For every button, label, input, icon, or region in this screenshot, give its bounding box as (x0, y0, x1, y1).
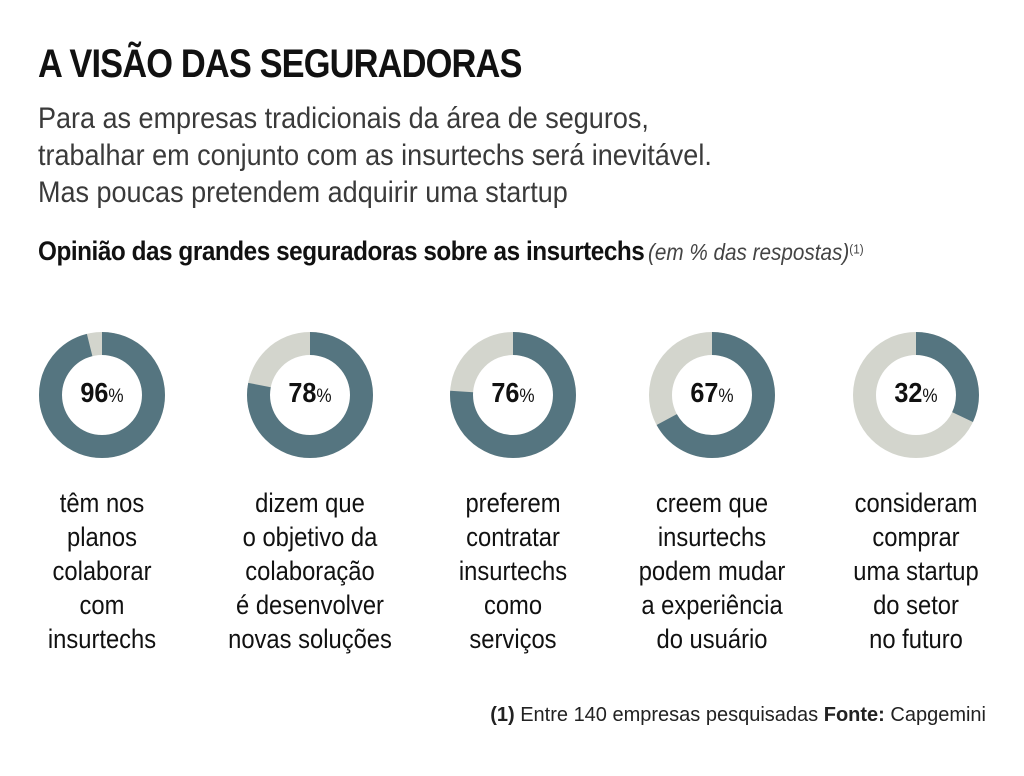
donut-caption-line: é desenvolver (236, 590, 384, 620)
chart-heading: Opinião das grandes seguradoras sobre as… (38, 236, 864, 267)
donut-caption-line: insurtechs (458, 556, 568, 586)
footnote: (1) Entre 140 empresas pesquisadas Fonte… (490, 704, 986, 727)
subtitle-line: Mas poucas pretendem adquirir uma startu… (38, 176, 568, 209)
donut-value-arc (39, 332, 165, 458)
page-title: A VISÃO DAS SEGURADORAS (38, 42, 522, 86)
subtitle-line: trabalhar em conjunto com as insurtechs … (38, 139, 712, 172)
source-name: Capgemini (890, 704, 986, 726)
percent-sign: % (718, 386, 734, 407)
donut-caption-line: colaboração (245, 556, 375, 586)
percent-sign: % (922, 386, 938, 407)
donut-caption-line: novas soluções (228, 624, 392, 654)
footnote-text: Entre 140 empresas pesquisadas (520, 704, 819, 726)
donut-value-label: 67% (649, 377, 775, 409)
donut-value-arc (853, 332, 979, 458)
donut-3 (649, 332, 775, 458)
chart-unit: (em % das respostas) (647, 239, 850, 265)
donut-caption: preferem contratar insurtechs como serviços (425, 486, 601, 656)
donut-value-number: 78 (288, 377, 317, 408)
donut-caption-line: insurtechs (47, 624, 157, 654)
donut-caption: consideram comprar uma startup do setor no f… (828, 486, 1004, 656)
donut-value-number: 96 (80, 377, 109, 408)
donut-caption: creem que insurtechs podem mudar a experiên… (624, 486, 800, 656)
donut-caption-line: do setor (873, 590, 959, 620)
subtitle-line: Para as empresas tradicionais da área de… (38, 102, 649, 135)
donut-caption: têm nos planos colaborar com insurtechs (14, 486, 190, 656)
donut-caption-line: insurtechs (657, 522, 767, 552)
donut-caption-line: comprar (872, 522, 960, 552)
donut-value-label: 32% (853, 377, 979, 409)
donut-value-label: 96% (39, 377, 165, 409)
chart-heading-text: Opinião das grandes seguradoras sobre as… (38, 236, 645, 266)
donut-caption-line: consideram (854, 488, 978, 518)
donut-value-number: 76 (491, 377, 520, 408)
donut-caption-line: preferem (465, 488, 561, 518)
donut-2 (450, 332, 576, 458)
donut-caption-line: dizem que (255, 488, 365, 518)
donut-caption: dizem que o objetivo da colaboração é desen… (222, 486, 398, 656)
source-label: Fonte: (823, 704, 885, 726)
donut-1 (247, 332, 373, 458)
percent-sign: % (316, 386, 332, 407)
donut-4 (853, 332, 979, 458)
donut-value-number: 32 (894, 377, 923, 408)
subtitle: Para as empresas tradicionais da área de… (38, 100, 848, 211)
chart-note-ref: (1) (849, 241, 864, 257)
donut-caption-line: como (483, 590, 543, 620)
donut-caption-line: no futuro (869, 624, 963, 654)
donut-caption-line: com (79, 590, 125, 620)
donut-caption-line: podem mudar (638, 556, 786, 586)
donut-value-label: 76% (450, 377, 576, 409)
donut-caption-line: contratar (466, 522, 560, 552)
donut-caption-line: uma startup (853, 556, 979, 586)
donut-caption-line: têm nos (59, 488, 145, 518)
percent-sign: % (108, 386, 124, 407)
donut-value-label: 78% (247, 377, 373, 409)
donut-value-arc (649, 332, 775, 458)
donut-caption-line: do usuário (656, 624, 768, 654)
donut-value-arc (247, 332, 373, 458)
donut-caption-line: o objetivo da (242, 522, 378, 552)
donut-0 (39, 332, 165, 458)
donut-value-arc (450, 332, 576, 458)
percent-sign: % (519, 386, 535, 407)
donut-caption-line: serviços (469, 624, 557, 654)
donut-caption-line: planos (66, 522, 138, 552)
donut-value-number: 67 (690, 377, 719, 408)
donut-caption-line: colaborar (52, 556, 152, 586)
footnote-ref: (1) (490, 704, 515, 726)
donut-caption-line: creem que (655, 488, 769, 518)
donut-caption-line: a experiência (641, 590, 783, 620)
